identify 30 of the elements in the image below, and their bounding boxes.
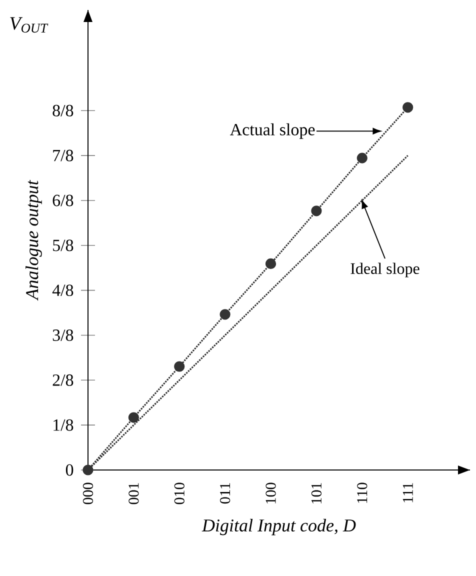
y-axis-title: Analogue output [26, 180, 42, 301]
point [82, 464, 94, 476]
x-tick-label: 010 [174, 482, 184, 504]
point [174, 361, 185, 372]
point [265, 258, 276, 270]
point [220, 309, 230, 320]
x-tick-label: 000 [82, 482, 94, 504]
x-tick-label: 101 [311, 483, 322, 504]
y-tick-label: 4/8 [52, 284, 74, 296]
point [128, 412, 139, 423]
y-tick-label: 1/8 [54, 419, 74, 431]
annotation: Ideal slope [350, 262, 420, 278]
annotation: Actual slope [230, 123, 315, 139]
x-tick-label: 001 [128, 483, 139, 504]
point [356, 152, 368, 164]
y-tick-label: 3/8 [52, 329, 74, 341]
x-tick-label: 111 [402, 483, 413, 502]
x-tick-label: 110 [357, 482, 368, 503]
y-tick-label: 5/8 [53, 240, 74, 252]
point [402, 102, 414, 113]
y-tick-label: 2/8 [52, 374, 74, 386]
x-axis-title: Digital Input code, D [202, 518, 356, 536]
x-tick-label: 011 [220, 483, 230, 504]
y-tick-label: 7/8 [53, 150, 74, 162]
x-tick-label: 100 [266, 482, 276, 504]
y-tick-label: 0 [66, 464, 74, 476]
y-tick-label: 8/8 [52, 104, 74, 116]
point [311, 206, 322, 216]
y-tick-label: 6/8 [52, 194, 74, 206]
text: V$_{OUT}$ [10, 17, 48, 33]
